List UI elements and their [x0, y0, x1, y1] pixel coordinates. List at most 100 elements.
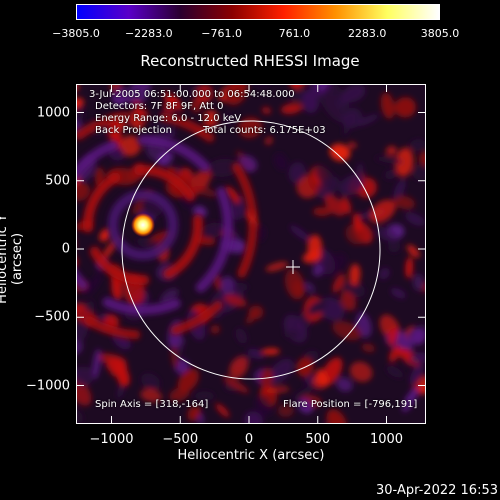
image-texture-blob	[77, 97, 84, 109]
image-texture-blob	[222, 376, 250, 394]
x-axis-label: Heliocentric X (arcsec)	[177, 448, 325, 463]
image-texture-blob	[302, 250, 322, 264]
image-texture-blob	[336, 377, 353, 392]
time-range-text: 3-Jul-2005 06:51:00.000 to 06:54:48.000	[89, 89, 295, 100]
image-texture-blob	[265, 261, 289, 272]
image-texture-blob	[402, 387, 419, 412]
image-texture-blob	[385, 145, 397, 156]
image-texture-blob	[416, 281, 425, 293]
image-texture-blob	[190, 98, 203, 113]
image-texture-blob	[339, 174, 365, 196]
image-plot[interactable]: 3-Jul-2005 06:51:00.000 to 06:54:48.000 …	[76, 84, 426, 424]
image-texture-blob	[312, 264, 323, 277]
image-texture-blob	[292, 385, 315, 401]
image-texture-blob	[406, 244, 420, 258]
flare-source	[131, 213, 155, 237]
image-texture-blob	[141, 373, 161, 390]
image-texture-blob	[198, 222, 226, 239]
y-tick-label: −500	[34, 309, 70, 325]
image-texture-blob	[224, 113, 233, 125]
image-texture-blob	[210, 325, 220, 334]
y-tick-label: −1000	[26, 378, 70, 393]
image-texture-blob	[405, 256, 414, 279]
image-texture-blob	[307, 299, 328, 315]
image-texture-blob	[109, 85, 122, 92]
colorbar-tick-label: −3805.0	[52, 27, 100, 40]
image-texture-blob	[410, 352, 425, 364]
image-texture-blob	[187, 405, 201, 421]
image-texture-blob	[132, 100, 146, 119]
image-texture-blob	[112, 87, 130, 107]
image-texture-blob	[235, 328, 248, 344]
image-texture-blob	[77, 366, 95, 387]
image-texture-blob	[405, 212, 425, 226]
method-text: Back Projection	[95, 125, 172, 136]
image-texture-blob	[85, 273, 102, 296]
image-texture-blob	[412, 165, 425, 181]
image-texture-blob	[297, 398, 313, 414]
image-texture-blob	[384, 169, 397, 180]
image-texture-blob	[207, 158, 240, 178]
x-tick-label: 1000	[369, 432, 404, 447]
image-texture-blob	[265, 136, 273, 145]
image-texture-blob	[352, 213, 363, 232]
image-texture-blob	[238, 117, 263, 139]
image-texture-blob	[389, 345, 401, 363]
image-texture-blob	[322, 252, 347, 277]
image-texture-blob	[315, 165, 338, 192]
image-texture-blob	[244, 411, 263, 423]
image-texture-blob	[413, 274, 424, 291]
image-texture-blob	[357, 114, 379, 126]
image-texture-blob	[416, 375, 425, 394]
image-texture-blob	[225, 186, 241, 204]
image-texture-blob	[140, 388, 163, 403]
date-stamp: 30-Apr-2022 16:53	[376, 483, 498, 498]
image-texture-blob	[157, 151, 174, 167]
x-tick-label: 500	[305, 432, 331, 447]
image-texture-blob	[247, 348, 264, 359]
image-texture-blob	[305, 282, 315, 293]
image-texture-blob	[340, 196, 352, 215]
image-texture-blob	[312, 207, 332, 217]
image-texture-blob	[273, 152, 288, 171]
image-texture-blob	[290, 225, 310, 241]
image-texture-blob	[238, 155, 258, 173]
image-texture-blob	[169, 386, 190, 402]
image-texture-blob	[380, 92, 395, 120]
colorbar-tick-label: 2283.0	[347, 27, 387, 40]
image-texture-blob	[223, 294, 247, 307]
image-texture-blob	[174, 347, 184, 357]
image-texture-blob	[256, 225, 266, 242]
image-texture-blob	[215, 403, 230, 418]
image-texture-blob	[111, 275, 123, 301]
image-texture-blob	[332, 273, 346, 293]
y-tick-label: 1000	[36, 105, 70, 120]
image-texture-blob	[99, 228, 112, 242]
image-texture-blob	[387, 327, 398, 346]
y-axis-label: Heliocentric Y (arcsec)	[0, 214, 25, 304]
colorbar-tick-label: 761.0	[278, 27, 311, 40]
image-texture-blob	[163, 91, 184, 111]
image-texture-blob	[390, 288, 406, 299]
detectors-text: Detectors: 7F 8F 9F, Att 0	[95, 101, 224, 112]
colorbar	[76, 4, 440, 20]
image-texture-blob	[174, 359, 190, 374]
image-texture-blob	[312, 374, 329, 389]
image-texture-blob	[193, 185, 218, 197]
image-texture-blob	[261, 348, 280, 355]
image-texture-blob	[194, 391, 215, 401]
image-texture-blob	[229, 356, 248, 379]
image-texture-blob	[321, 97, 345, 123]
image-texture-blob	[347, 141, 357, 149]
image-texture-blob	[349, 263, 361, 286]
image-texture-blob	[259, 367, 274, 390]
image-texture-blob	[280, 103, 303, 115]
total-counts-text: Total counts: 6.175E+03	[203, 125, 326, 136]
image-texture-blob	[341, 107, 363, 129]
image-texture-blob	[77, 183, 91, 202]
image-texture-blob	[378, 267, 390, 280]
image-texture-blob	[77, 320, 89, 348]
image-texture-blob	[232, 282, 248, 292]
plot-title: Reconstructed RHESSI Image	[140, 52, 360, 70]
image-texture-blob	[261, 106, 272, 115]
